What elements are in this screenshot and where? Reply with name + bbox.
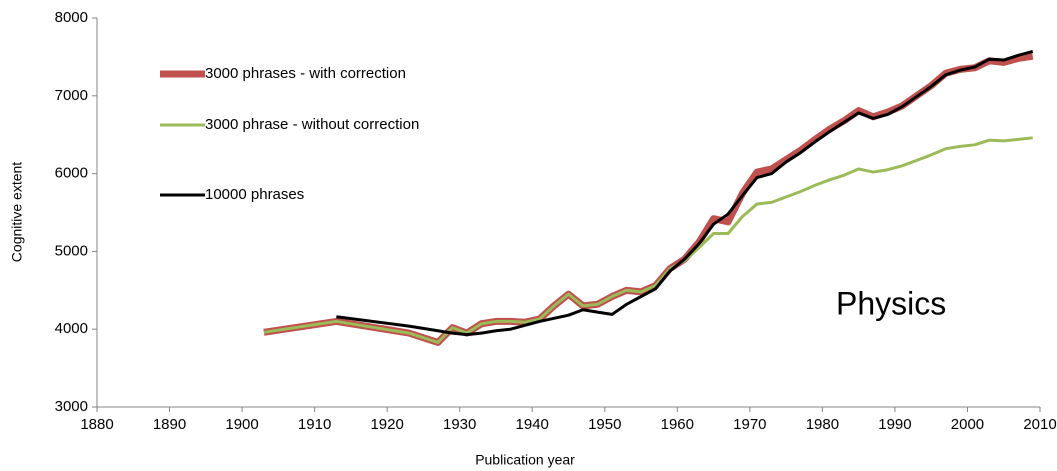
x-tick-label: 1880 — [80, 416, 113, 433]
x-tick-label: 1940 — [516, 416, 549, 433]
x-tick-label: 1930 — [443, 416, 476, 433]
annotation: Physics — [836, 285, 946, 321]
y-tick-label: 6000 — [55, 165, 88, 182]
x-tick-label: 1890 — [153, 416, 186, 433]
y-tick-label: 5000 — [55, 242, 88, 259]
x-tick-label: 2010 — [1023, 416, 1056, 433]
x-tick-label: 1920 — [370, 416, 403, 433]
x-tick-label: 2000 — [951, 416, 984, 433]
series-line — [336, 50, 1034, 337]
x-tick-label: 1960 — [661, 416, 694, 433]
x-tick-label: 1970 — [733, 416, 766, 433]
x-tick-label: 1980 — [806, 416, 839, 433]
legend-label: 3000 phrases - with correction — [205, 65, 406, 82]
legend-label: 3000 phrase - without correction — [205, 116, 419, 133]
y-tick-label: 4000 — [55, 320, 88, 337]
legend-label: 10000 phrases — [205, 186, 304, 203]
x-tick-label: 1990 — [878, 416, 911, 433]
x-tick-label: 1900 — [225, 416, 258, 433]
series-line — [263, 136, 1033, 344]
x-axis-title: Publication year — [475, 452, 575, 468]
y-axis-title: Cognitive extent — [9, 162, 25, 263]
y-tick-label: 8000 — [55, 9, 88, 26]
y-tick-label: 7000 — [55, 87, 88, 104]
y-tick-label: 3000 — [55, 398, 88, 415]
x-tick-label: 1950 — [588, 416, 621, 433]
x-tick-label: 1910 — [298, 416, 331, 433]
